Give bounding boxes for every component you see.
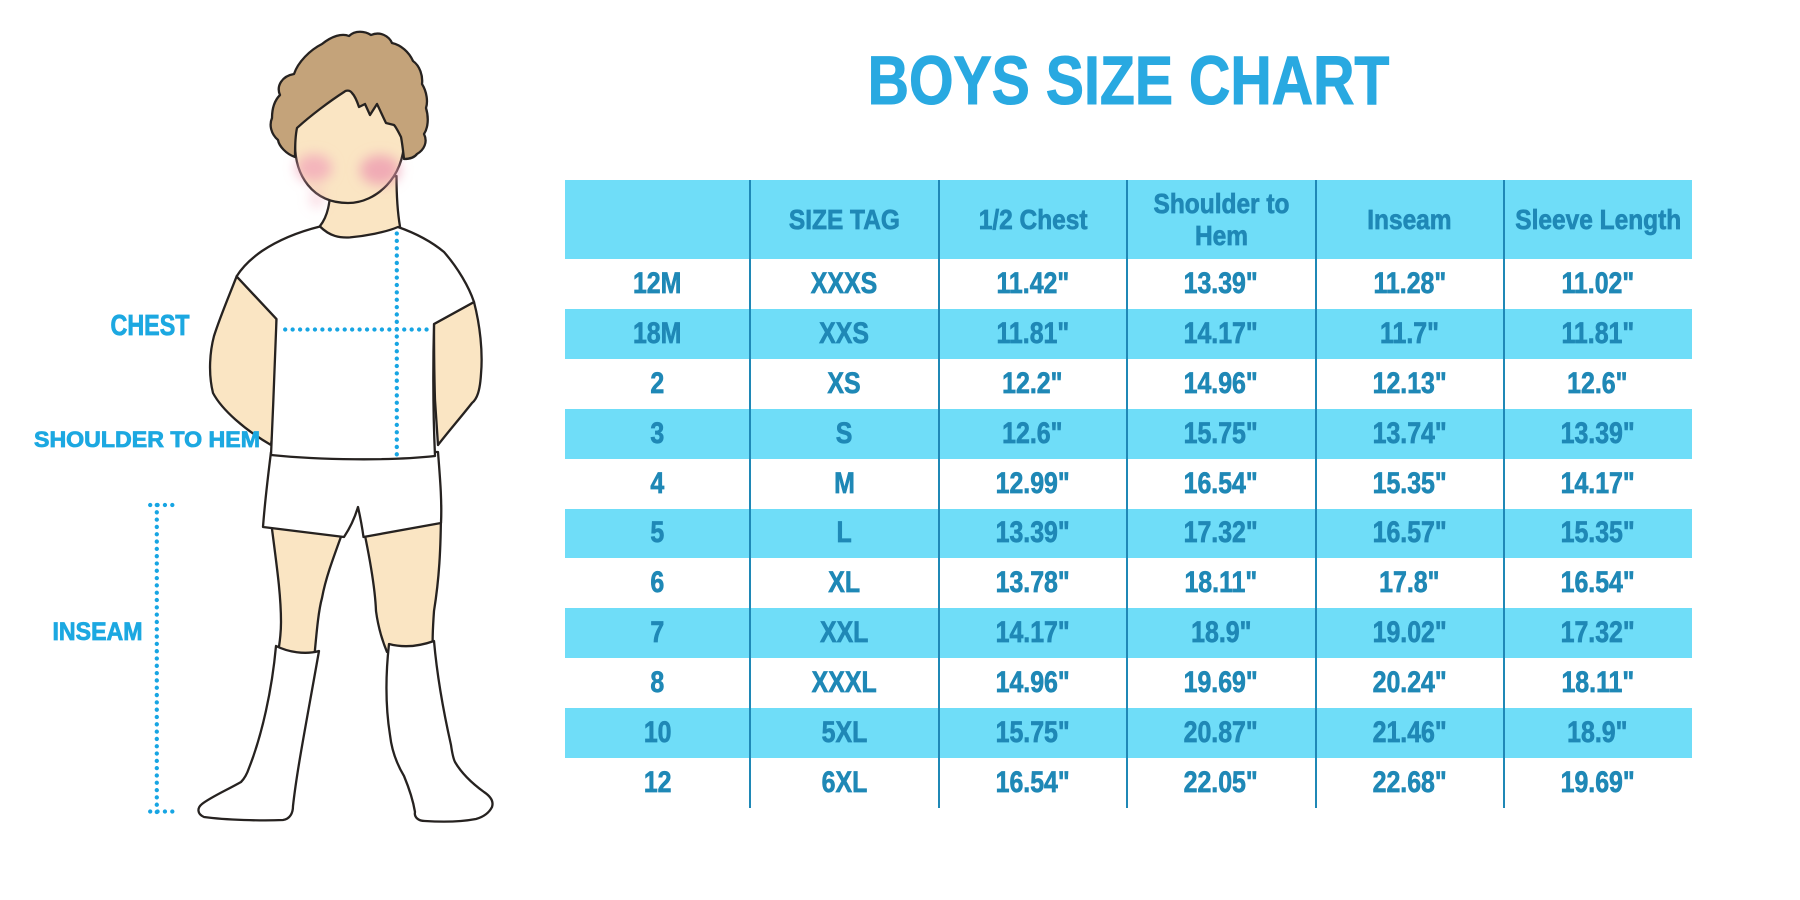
svg-text:SHOULDER TO HEM: SHOULDER TO HEM xyxy=(34,427,260,452)
svg-text:CHEST: CHEST xyxy=(111,310,190,342)
svg-text:INSEAM: INSEAM xyxy=(53,618,143,646)
